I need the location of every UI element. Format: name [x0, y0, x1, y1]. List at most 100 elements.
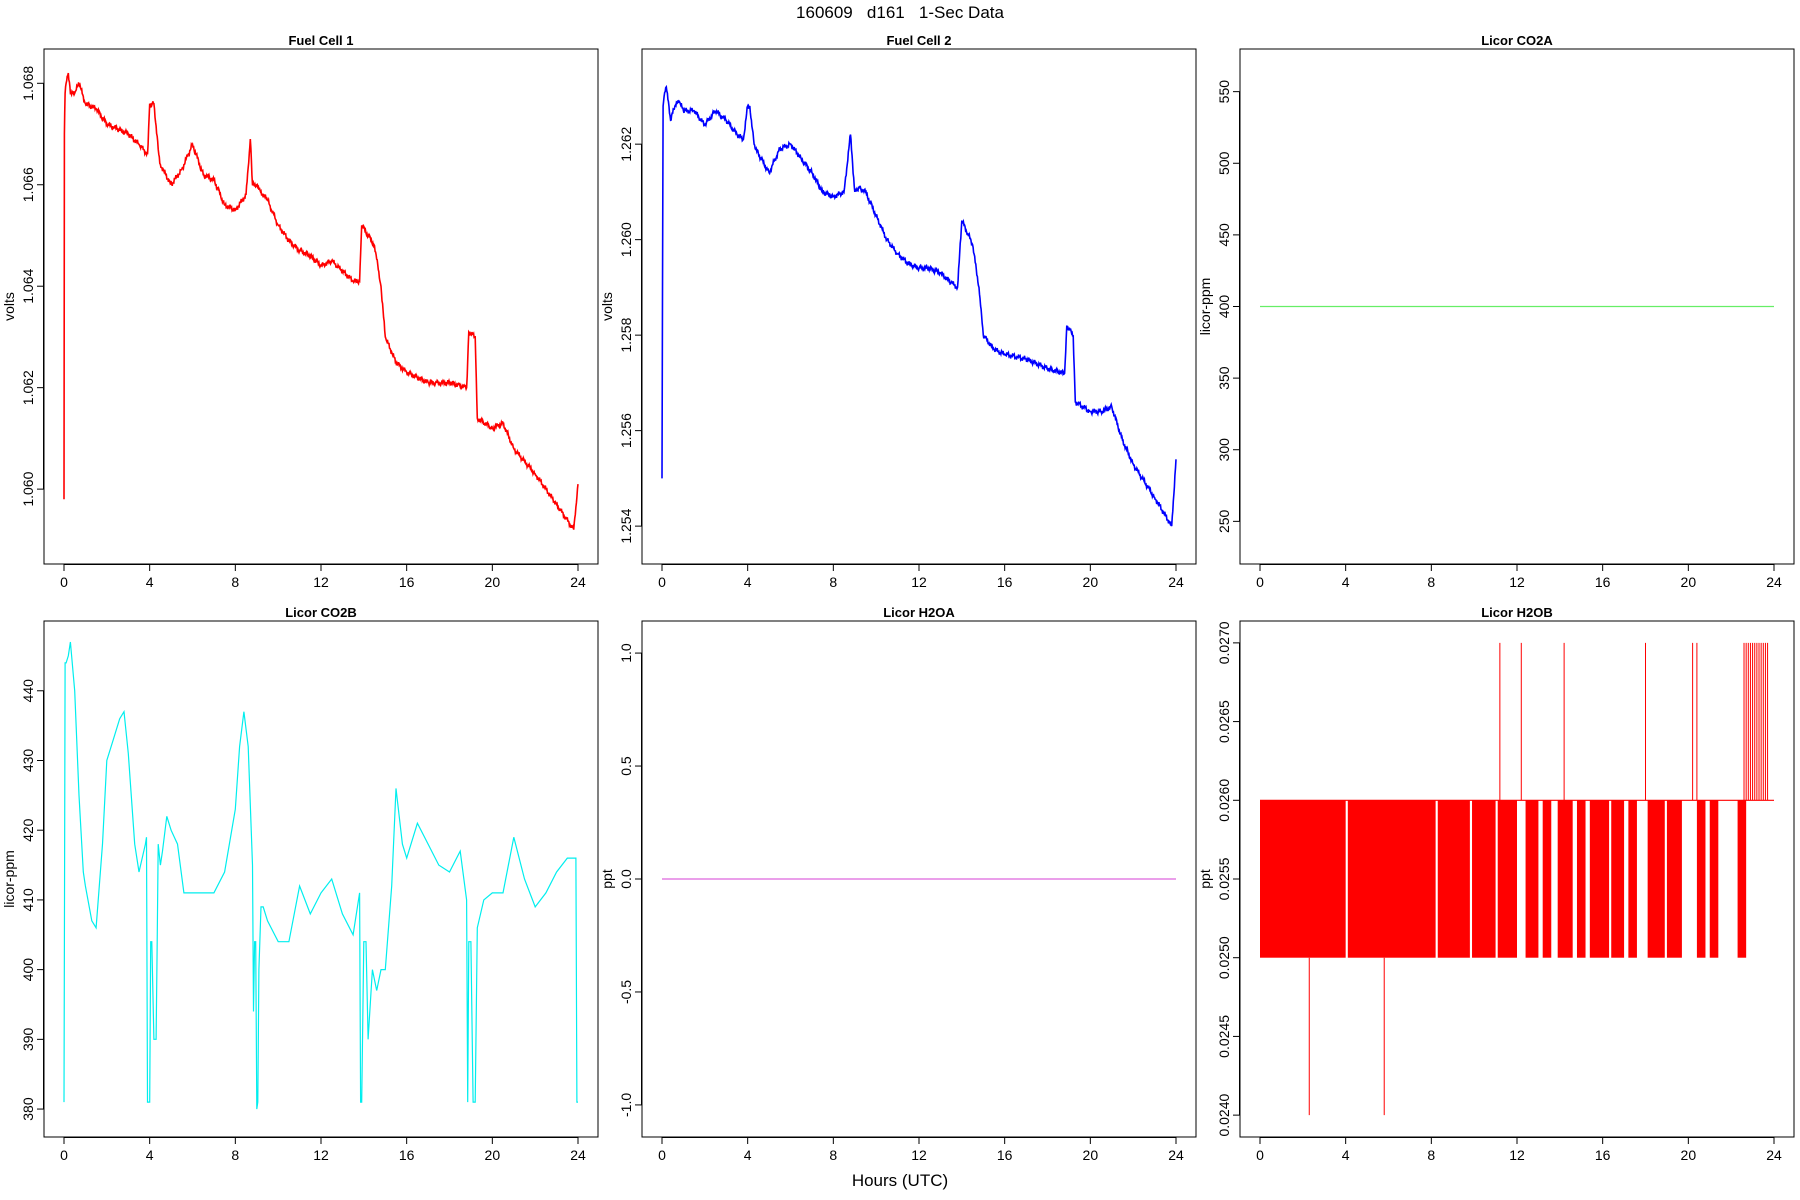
y-tick-label: 430 — [20, 749, 36, 773]
panel-frame — [43, 48, 599, 565]
y-tick-label: 390 — [20, 1027, 36, 1051]
toggle-band — [1709, 800, 1719, 958]
y-tick-label: 500 — [1216, 151, 1232, 175]
series-line-1 — [63, 72, 579, 530]
y-tick-label: 0.5 — [618, 756, 634, 776]
x-tick-label: 24 — [570, 574, 586, 590]
panel-4: Licor CO2B 0 4 8 12 16 20 24 380 390 400 410 420 430 4… — [1, 605, 599, 1163]
toggle-band — [1628, 800, 1637, 958]
y-tick-label: 380 — [20, 1097, 36, 1121]
toggle-band — [1497, 800, 1517, 958]
x-tick-label: 20 — [1681, 1147, 1697, 1163]
panel-frame — [43, 620, 599, 1138]
toggle-band — [1696, 800, 1706, 958]
y-tick-label: 350 — [1216, 366, 1232, 390]
panel-5: Licor H2OA 0 4 8 12 16 20 24 -1.0 -0.5 0.0 0.5 1.0 pp… — [599, 605, 1197, 1163]
toggle-band — [1647, 800, 1665, 958]
x-tick-label: 8 — [829, 574, 837, 590]
figure-title: 160609 d161 1-Sec Data — [796, 3, 1004, 22]
x-tick-label: 24 — [1168, 1147, 1184, 1163]
x-tick-label: 16 — [1595, 574, 1611, 590]
x-tick-label: 0 — [1256, 1147, 1264, 1163]
x-tick-label: 0 — [1256, 574, 1264, 590]
panel-title: Licor CO2B — [285, 605, 357, 620]
y-tick-label: 250 — [1216, 509, 1232, 533]
x-tick-label: 16 — [1595, 1147, 1611, 1163]
toggle-band — [1437, 800, 1470, 958]
y-tick-label: 420 — [20, 818, 36, 842]
y-tick-label: 1.258 — [618, 317, 634, 352]
y-tick-label: -0.5 — [618, 980, 634, 1004]
y-tick-label: 1.0 — [618, 643, 634, 663]
x-tick-label: 12 — [313, 574, 329, 590]
y-tick-label: 400 — [1216, 295, 1232, 319]
y-tick-label: 1.066 — [20, 167, 36, 202]
x-tick-label: 16 — [399, 1147, 415, 1163]
y-tick-label: 0.0240 — [1216, 1094, 1232, 1137]
toggle-band — [1589, 800, 1610, 958]
y-tick-label: 0.0245 — [1216, 1015, 1232, 1058]
series-line-1 — [63, 641, 578, 1110]
y-axis-label: licor-ppm — [1197, 278, 1213, 336]
toggle-band — [1666, 800, 1682, 958]
x-tick-label: 8 — [231, 574, 239, 590]
x-tick-label: 0 — [658, 1147, 666, 1163]
toggle-band — [1347, 800, 1436, 958]
panel-title: Fuel Cell 1 — [288, 33, 353, 48]
toggle-band — [1542, 800, 1552, 958]
y-tick-label: 0.0260 — [1216, 779, 1232, 822]
y-axis-label: licor-ppm — [1, 850, 17, 908]
y-tick-label: 1.060 — [20, 471, 36, 506]
x-tick-label: 8 — [1427, 574, 1435, 590]
y-tick-label: 450 — [1216, 223, 1232, 247]
x-tick-label: 20 — [1681, 574, 1697, 590]
y-tick-label: 410 — [20, 888, 36, 912]
plot-area — [63, 72, 579, 530]
series-line-1 — [661, 84, 1177, 527]
x-tick-label: 24 — [570, 1147, 586, 1163]
y-tick-label: 1.062 — [20, 370, 36, 405]
y-tick-label: 0.0250 — [1216, 936, 1232, 979]
y-tick-label: -1.0 — [618, 1093, 634, 1117]
y-tick-label: 0.0270 — [1216, 621, 1232, 664]
x-tick-label: 4 — [1342, 1147, 1350, 1163]
x-tick-label: 4 — [744, 574, 752, 590]
x-tick-label: 16 — [399, 574, 415, 590]
y-tick-label: 400 — [20, 958, 36, 982]
panel-2: Fuel Cell 2 0 4 8 12 16 20 24 1.254 1.256 1.258 1.2… — [599, 33, 1197, 590]
panel-1: Fuel Cell 1 0 4 8 12 16 20 24 1.060 1.062 1.064 1.0… — [1, 33, 599, 590]
x-tick-label: 24 — [1168, 574, 1184, 590]
y-tick-label: 1.260 — [618, 222, 634, 257]
x-tick-label: 12 — [1509, 1147, 1525, 1163]
x-tick-label: 16 — [997, 1147, 1013, 1163]
toggle-band — [1611, 800, 1625, 958]
x-tick-label: 20 — [1083, 574, 1099, 590]
x-tick-label: 16 — [997, 574, 1013, 590]
x-tick-label: 0 — [60, 574, 68, 590]
x-tick-label: 12 — [1509, 574, 1525, 590]
panel-frame — [641, 48, 1197, 565]
plot-area — [1260, 642, 1774, 1116]
y-tick-label: 0.0 — [618, 869, 634, 889]
y-tick-label: 0.0255 — [1216, 857, 1232, 900]
x-tick-label: 4 — [146, 574, 154, 590]
x-tick-label: 20 — [485, 1147, 501, 1163]
toggle-band — [1472, 800, 1496, 958]
x-tick-label: 20 — [485, 574, 501, 590]
y-tick-label: 1.256 — [618, 413, 634, 448]
x-tick-label: 12 — [911, 1147, 927, 1163]
x-tick-label: 12 — [313, 1147, 329, 1163]
panel-title: Licor H2OA — [883, 605, 955, 620]
y-tick-label: 550 — [1216, 80, 1232, 104]
panel-title: Licor CO2A — [1481, 33, 1553, 48]
x-tick-label: 4 — [146, 1147, 154, 1163]
toggle-band — [1557, 800, 1573, 958]
x-tick-label: 8 — [1427, 1147, 1435, 1163]
x-tick-label: 12 — [911, 574, 927, 590]
panel-title: Fuel Cell 2 — [886, 33, 951, 48]
x-tick-label: 20 — [1083, 1147, 1099, 1163]
y-tick-label: 1.254 — [618, 508, 634, 543]
x-tick-label: 4 — [1342, 574, 1350, 590]
toggle-band — [1525, 800, 1539, 958]
plot-area — [661, 84, 1177, 527]
